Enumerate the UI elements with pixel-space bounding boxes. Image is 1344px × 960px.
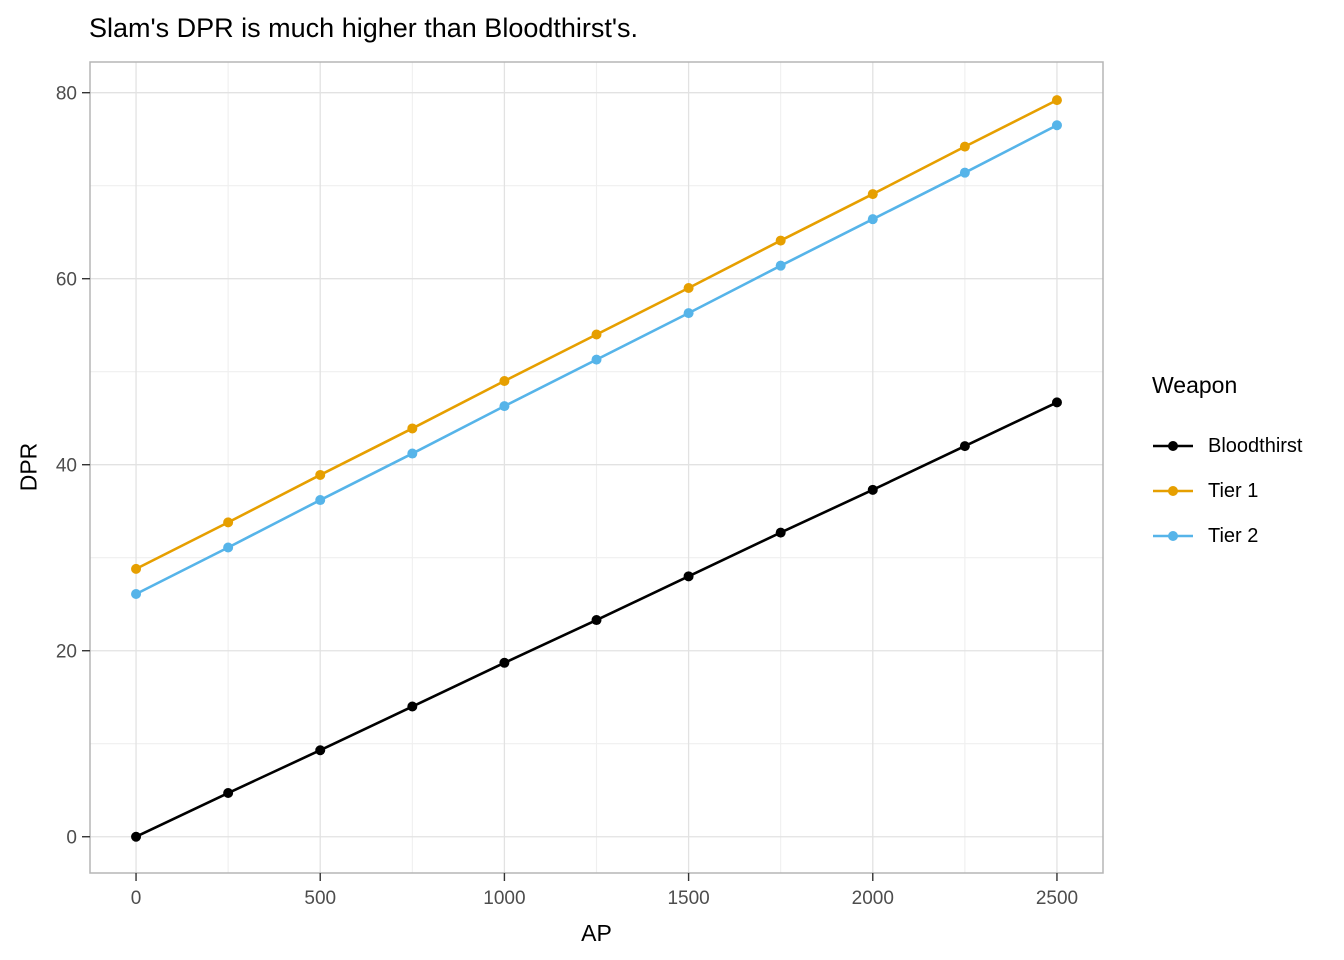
legend-item-label: Bloodthirst xyxy=(1208,434,1303,457)
legend-title: Weapon xyxy=(1152,372,1238,398)
data-point-tier-2 xyxy=(1051,120,1062,131)
data-point-tier-2 xyxy=(867,214,878,225)
data-point-tier-1 xyxy=(131,563,142,574)
data-point-tier-1 xyxy=(315,469,326,480)
x-tick-label: 500 xyxy=(304,888,336,909)
data-point-bloodthirst xyxy=(131,831,142,842)
data-point-tier-1 xyxy=(959,141,970,152)
x-axis-label: AP xyxy=(581,920,612,946)
data-point-tier-2 xyxy=(407,448,418,459)
panel-border xyxy=(89,61,1104,874)
data-point-tier-2 xyxy=(683,308,694,319)
data-point-tier-2 xyxy=(959,167,970,178)
data-point-tier-2 xyxy=(131,588,142,599)
chart-title: Slam's DPR is much higher than Bloodthir… xyxy=(89,13,639,43)
x-tick-label: 2000 xyxy=(852,888,894,909)
legend: Weapon Bloodthirst Tier 1 Tier 2 xyxy=(1152,372,1303,570)
data-point-tier-2 xyxy=(499,401,510,412)
data-point-bloodthirst xyxy=(1051,397,1062,408)
y-tick-label: 20 xyxy=(56,642,77,663)
data-point-tier-2 xyxy=(223,542,234,553)
data-point-bloodthirst xyxy=(407,701,418,712)
legend-key-line-point-icon xyxy=(1153,441,1193,451)
data-point-tier-2 xyxy=(775,260,786,271)
data-point-bloodthirst xyxy=(315,745,326,756)
data-point-tier-2 xyxy=(591,354,602,365)
legend-item-bloodthirst: Bloodthirst xyxy=(1152,435,1303,457)
data-point-tier-1 xyxy=(499,376,510,387)
data-point-tier-2 xyxy=(315,495,326,506)
legend-item-label: Tier 1 xyxy=(1208,479,1259,502)
y-tick-label: 80 xyxy=(56,84,77,105)
legend-item-tier-1: Tier 1 xyxy=(1152,480,1303,502)
data-point-bloodthirst xyxy=(959,441,970,452)
y-tick-label: 40 xyxy=(56,456,77,477)
data-point-tier-1 xyxy=(223,517,234,528)
data-point-bloodthirst xyxy=(775,527,786,538)
data-point-tier-1 xyxy=(1051,95,1062,106)
data-point-bloodthirst xyxy=(867,484,878,495)
data-point-tier-1 xyxy=(407,423,418,434)
data-point-bloodthirst xyxy=(591,615,602,626)
legend-key-line-point-icon xyxy=(1153,531,1193,541)
y-tick-label: 0 xyxy=(66,828,77,849)
data-point-tier-1 xyxy=(591,329,602,340)
legend-item-tier-2: Tier 2 xyxy=(1152,525,1303,547)
y-axis-label: DPR xyxy=(15,442,42,492)
legend-key-line-point-icon xyxy=(1153,486,1193,496)
x-tick-label: 1000 xyxy=(483,888,525,909)
data-point-bloodthirst xyxy=(499,657,510,668)
x-tick-label: 2500 xyxy=(1036,888,1078,909)
legend-item-label: Tier 2 xyxy=(1208,524,1259,547)
data-point-tier-1 xyxy=(775,235,786,246)
x-tick-label: 0 xyxy=(131,888,142,909)
data-point-bloodthirst xyxy=(223,788,234,799)
y-tick-label: 60 xyxy=(56,270,77,291)
data-point-tier-1 xyxy=(867,189,878,200)
x-tick-label: 1500 xyxy=(667,888,709,909)
data-point-bloodthirst xyxy=(683,571,694,582)
data-point-tier-1 xyxy=(683,283,694,294)
